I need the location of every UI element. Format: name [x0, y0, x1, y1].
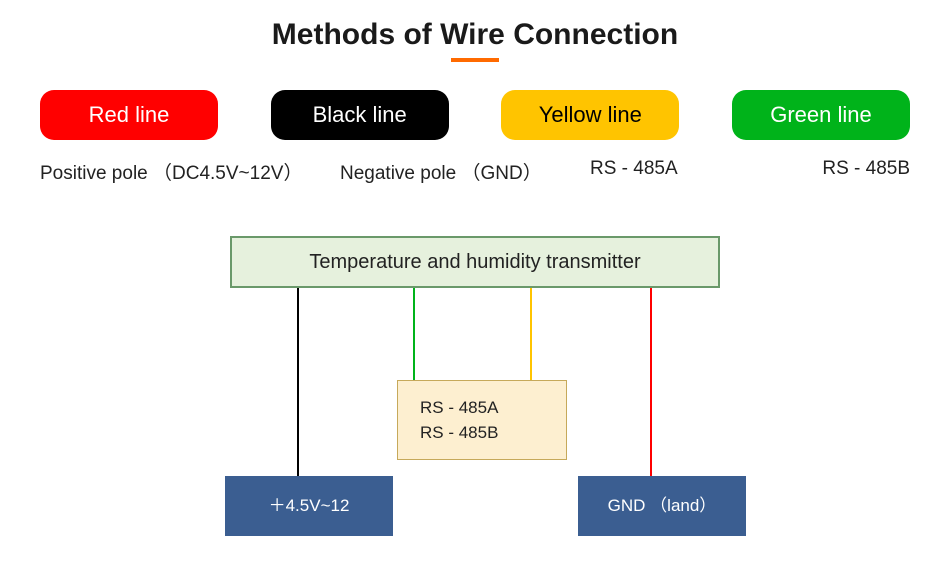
page-title: Methods of Wire Connection — [0, 18, 950, 52]
desc-rs485a: RS - 485A — [590, 158, 730, 185]
wire-yellow — [530, 288, 532, 380]
transmitter-box: Temperature and humidity transmitter — [230, 236, 720, 288]
pill-red-line: Red line — [40, 90, 218, 140]
title-underline — [451, 58, 499, 62]
wire-green — [413, 288, 415, 380]
desc-positive-pole: Positive pole （DC4.5V~12V） — [40, 158, 340, 185]
wire-legend-row: Red line Black line Yellow line Green li… — [0, 90, 950, 140]
wiring-diagram: Temperature and humidity transmitter RS … — [0, 236, 950, 573]
voltage-box: ＋4.5V~12 — [225, 476, 393, 536]
desc-rs485b: RS - 485B — [730, 158, 910, 185]
rs485a-label: RS - 485A — [420, 395, 498, 421]
gnd-box: GND （land） — [578, 476, 746, 536]
pill-green-line: Green line — [732, 90, 910, 140]
rs485-box: RS - 485A RS - 485B — [397, 380, 567, 460]
pill-yellow-line: Yellow line — [501, 90, 679, 140]
wire-red — [650, 288, 652, 476]
pill-black-line: Black line — [271, 90, 449, 140]
wire-black — [297, 288, 299, 476]
wire-description-row: Positive pole （DC4.5V~12V） Negative pole… — [0, 158, 950, 185]
desc-negative-pole: Negative pole （GND） — [340, 158, 590, 185]
rs485b-label: RS - 485B — [420, 420, 498, 446]
